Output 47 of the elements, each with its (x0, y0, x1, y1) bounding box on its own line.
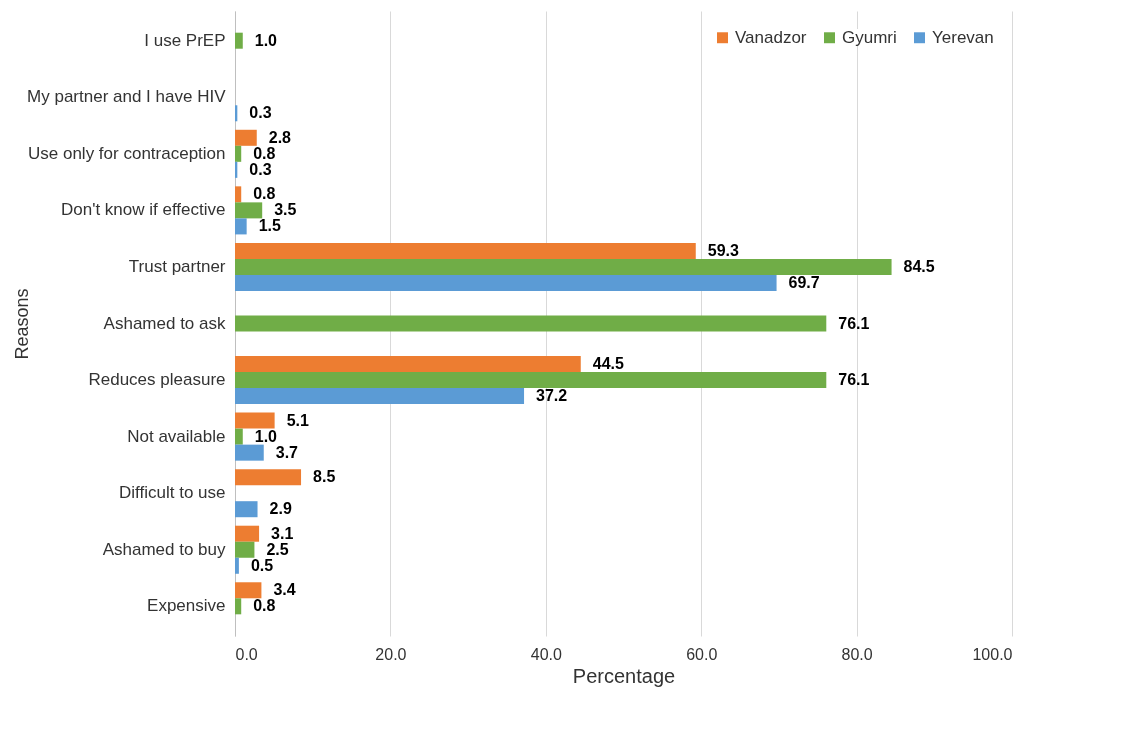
x-tick-label: 80.0 (841, 645, 873, 663)
data-label: 0.3 (249, 104, 272, 122)
data-label: 2.8 (268, 128, 292, 146)
data-label: 0.3 (249, 160, 272, 178)
data-label: 0.8 (253, 597, 276, 615)
data-label: 5.1 (286, 411, 309, 429)
y-tick-label: Trust partner (128, 256, 226, 276)
x-tick-label: 20.0 (375, 645, 407, 663)
data-label: 84.5 (903, 257, 935, 275)
data-label: 3.5 (274, 201, 297, 219)
x-axis-title: Percentage (572, 664, 676, 687)
data-label: 59.3 (707, 241, 739, 259)
y-tick-label: Reduces pleasure (88, 370, 226, 390)
data-label: 0.5 (250, 556, 274, 574)
data-label: 3.7 (275, 443, 299, 461)
legend-label: Vanadzor (735, 27, 807, 47)
legend-label: Yerevan (932, 27, 994, 47)
y-tick-label: Ashamed to ask (103, 313, 226, 333)
x-tick-label: 60.0 (686, 645, 718, 663)
data-label: 1.0 (254, 31, 278, 49)
y-tick-label: My partner and I have HIV (27, 87, 227, 107)
y-tick-label: Use only for contraception (28, 143, 226, 163)
data-label: 0.8 (253, 144, 276, 162)
data-label: 76.1 (838, 371, 870, 389)
legend-label: Gyumri (842, 27, 897, 47)
data-label: 3.4 (273, 581, 296, 599)
data-label: 76.1 (838, 314, 870, 332)
data-label: 1.0 (254, 427, 278, 445)
data-label: 69.7 (788, 273, 820, 291)
data-label: 3.1 (271, 524, 294, 542)
data-label: 8.5 (313, 468, 336, 486)
y-tick-label: Not available (127, 426, 226, 446)
y-tick-label: I use PrEP (144, 30, 226, 50)
data-label: 2.5 (266, 540, 289, 558)
y-tick-label: Difficult to use (119, 483, 226, 503)
x-tick-label: 0.0 (235, 645, 258, 663)
x-tick-label: 100.0 (972, 645, 1013, 663)
data-label: 1.5 (258, 217, 281, 235)
y-tick-label: Ashamed to buy (102, 539, 226, 559)
y-axis-title: Reasons (11, 288, 32, 360)
data-label: 0.8 (253, 185, 276, 203)
x-tick-label: 40.0 (530, 645, 562, 663)
y-tick-label: Expensive (147, 596, 226, 616)
data-label: 37.2 (536, 387, 568, 405)
y-tick-label: Don't know if effective (60, 200, 226, 220)
data-label: 44.5 (592, 355, 625, 373)
data-label: 2.9 (269, 500, 292, 518)
